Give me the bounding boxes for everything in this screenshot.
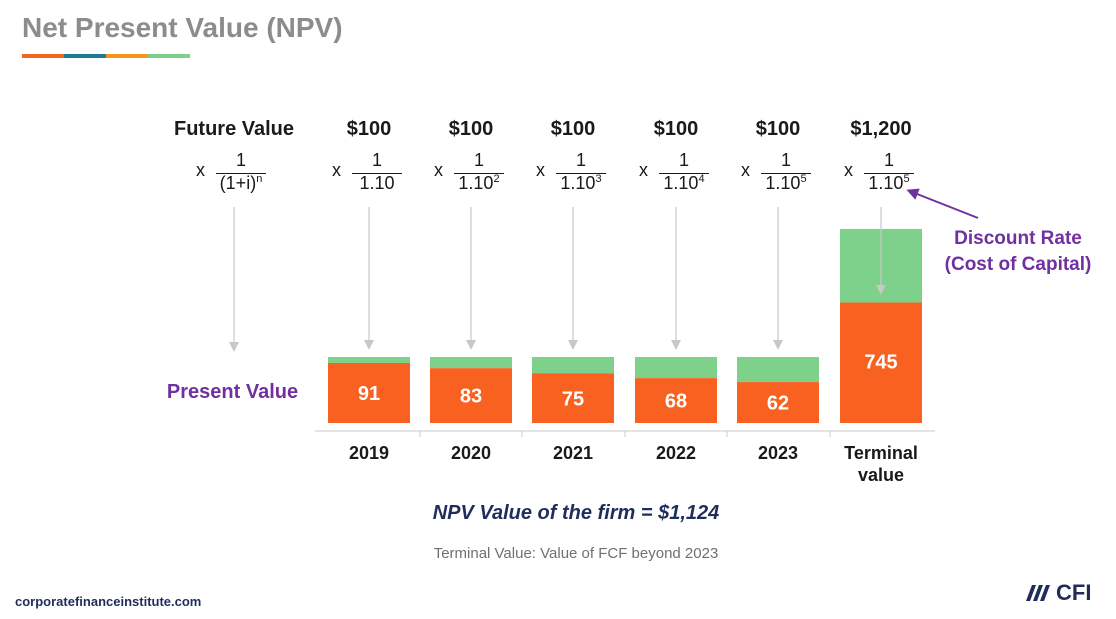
category-label-1: 2020 — [450, 443, 492, 463]
fraction-line — [864, 173, 914, 174]
future-value-label: Future Value — [173, 118, 295, 140]
factor-exponent: 5 — [800, 173, 807, 185]
underline-segment-1 — [22, 54, 64, 58]
underline-segment-2 — [64, 54, 106, 58]
factor-exponent: 2 — [493, 173, 500, 185]
terminal-value-note: Terminal Value: Value of FCF beyond 2023 — [433, 545, 719, 562]
present-value-label-2: 75 — [562, 388, 584, 410]
category-label-2: 2021 — [552, 443, 594, 463]
formula-numerator: 1 — [235, 150, 246, 170]
page-title: Net Present Value (NPV) — [22, 12, 343, 43]
multiply-sign: x — [741, 160, 750, 180]
fraction-line — [454, 173, 504, 174]
multiply-sign: x — [536, 160, 545, 180]
factor-base: 1.10 — [359, 173, 395, 193]
category-label-0: 2019 — [348, 443, 390, 463]
discount-factor-2: x 1 1.103 — [518, 150, 628, 196]
discount-factor-5: x 1 1.105 — [826, 150, 936, 196]
callout-line-1: Discount Rate — [954, 228, 1082, 249]
factor-denominator: 1.10 — [352, 173, 402, 194]
multiply-sign: x — [434, 160, 443, 180]
discount-factor-4: x 1 1.105 — [723, 150, 833, 196]
fraction-line — [761, 173, 811, 174]
discount-bar-0 — [328, 357, 410, 363]
factor-numerator: 1 — [473, 150, 484, 170]
npv-result: NPV Value of the firm = $1,124 — [432, 502, 720, 524]
multiply-sign: x — [844, 160, 853, 180]
discount-bar-1 — [430, 357, 512, 369]
future-value-0: $100 — [346, 118, 392, 140]
callout-arrow — [906, 188, 979, 219]
present-value-bar-2 — [532, 373, 614, 423]
discount-bar-4 — [737, 357, 819, 383]
discount-factor-1: x 1 1.102 — [416, 150, 526, 196]
factor-numerator: 1 — [678, 150, 689, 170]
cfi-logo-text: CFI — [1056, 580, 1092, 605]
multiply-sign: x — [196, 160, 205, 180]
future-value-2: $100 — [550, 118, 596, 140]
present-value-label-3: 68 — [665, 391, 687, 413]
formula-den-base: (1+i) — [219, 173, 257, 193]
cfi-logo: CFI — [1026, 580, 1091, 606]
callout-line-2: (Cost of Capital) — [944, 254, 1092, 275]
present-value-bar-0 — [328, 362, 410, 423]
factor-base: 1.10 — [560, 173, 596, 193]
present-value-bar-3 — [635, 378, 717, 423]
present-value-label-0: 91 — [358, 383, 380, 405]
fraction-line — [659, 173, 709, 174]
factor-denominator: 1.104 — [659, 173, 709, 194]
future-value-3: $100 — [653, 118, 699, 140]
formula-den-exp: n — [256, 173, 263, 185]
factor-base: 1.10 — [458, 173, 494, 193]
underline-segment-3 — [106, 54, 148, 58]
discount-bar-3 — [635, 357, 717, 379]
factor-denominator: 1.103 — [556, 173, 606, 194]
factor-denominator: 1.102 — [454, 173, 504, 194]
factor-exponent: 4 — [698, 173, 705, 185]
factor-base: 1.10 — [868, 173, 904, 193]
discount-factor-3: x 1 1.104 — [621, 150, 731, 196]
category-label-4: 2023 — [757, 443, 799, 463]
category-label-5: Terminal value — [844, 443, 918, 485]
factor-base: 1.10 — [663, 173, 699, 193]
future-value-4: $100 — [755, 118, 801, 140]
discount-rate-callout: Discount Rate (Cost of Capital) — [930, 226, 1106, 278]
discount-bar-2 — [532, 357, 614, 374]
formula-denominator: (1+i)n — [216, 173, 266, 194]
future-value-5: $1,200 — [850, 118, 912, 140]
present-value-label-5: 745 — [864, 352, 897, 374]
underline-segment-4 — [148, 54, 190, 58]
site-url: corporatefinanceinstitute.com — [15, 594, 202, 609]
factor-denominator: 1.105 — [864, 173, 914, 194]
present-value-bar-5 — [840, 302, 922, 423]
discount-factor-0: x 1 1.10 — [314, 150, 424, 196]
factor-exponent: 5 — [903, 173, 910, 185]
category-label-3: 2022 — [655, 443, 697, 463]
present-value-bar-1 — [430, 368, 512, 423]
future-value-1: $100 — [448, 118, 494, 140]
generic-discount-formula: x 1 (1+i)n — [178, 150, 288, 196]
multiply-sign: x — [332, 160, 341, 180]
factor-numerator: 1 — [780, 150, 791, 170]
factor-numerator: 1 — [575, 150, 586, 170]
factor-exponent: 3 — [595, 173, 602, 185]
multiply-sign: x — [639, 160, 648, 180]
present-value-label-4: 62 — [767, 393, 789, 415]
title-underline — [22, 54, 190, 58]
present-value-bar-4 — [737, 382, 819, 423]
cfi-slashes-icon — [1026, 585, 1050, 601]
factor-denominator: 1.105 — [761, 173, 811, 194]
fraction-line — [352, 173, 402, 174]
factor-numerator: 1 — [883, 150, 894, 170]
fraction-line — [556, 173, 606, 174]
factor-base: 1.10 — [765, 173, 801, 193]
present-value-label-1: 83 — [460, 386, 482, 408]
fraction-line — [216, 173, 266, 174]
present-value-label: Present Value — [166, 381, 299, 403]
factor-numerator: 1 — [371, 150, 382, 170]
